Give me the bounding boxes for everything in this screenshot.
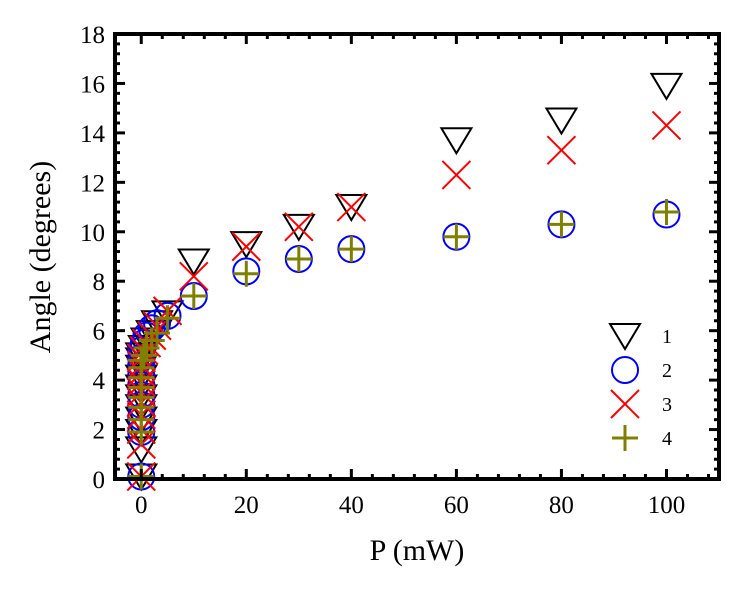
x-tick-label: 80 <box>549 492 574 519</box>
data-point <box>653 199 680 225</box>
plot-frame <box>113 32 721 481</box>
data-point <box>231 231 262 262</box>
data-point <box>282 213 316 242</box>
data-point <box>544 107 579 136</box>
legend-label: 4 <box>662 428 672 450</box>
x-axis-title: P (mW) <box>370 534 465 567</box>
data-point <box>548 211 575 238</box>
plot-marks <box>124 72 684 492</box>
data-point <box>338 236 365 263</box>
x-tick-label: 60 <box>444 492 469 519</box>
series-4 <box>128 199 680 490</box>
x-tick-label: 100 <box>648 492 686 519</box>
legend-label: 2 <box>662 360 672 382</box>
data-point <box>285 245 312 272</box>
data-point <box>179 261 209 291</box>
y-tick-label: 8 <box>93 269 106 296</box>
y-tick-label: 2 <box>93 418 106 445</box>
legend-marker <box>612 425 638 451</box>
y-tick-label: 4 <box>93 368 106 395</box>
y-tick-label: 14 <box>80 121 106 148</box>
data-point <box>546 135 577 165</box>
legend-item: 1 <box>608 323 672 351</box>
legend-marker <box>611 356 639 384</box>
legend-label: 1 <box>662 326 672 348</box>
x-tick-label: 20 <box>234 492 259 519</box>
data-point <box>233 260 260 287</box>
data-point <box>336 192 367 222</box>
data-point <box>154 305 181 332</box>
data-point <box>441 160 472 190</box>
data-point <box>649 72 684 101</box>
y-tick-label: 10 <box>80 220 105 247</box>
data-point <box>443 223 470 250</box>
x-tick-label: 0 <box>135 492 148 519</box>
series-3 <box>126 110 682 492</box>
legend-item: 2 <box>611 356 672 384</box>
data-point <box>651 110 682 141</box>
x-tick-label: 40 <box>339 492 364 519</box>
legend: 1 2 3 4 <box>608 323 672 451</box>
data-point <box>180 283 207 310</box>
legend-item: 3 <box>610 389 672 419</box>
x-tick-labels: 0 20 40 60 80 100 <box>135 492 685 519</box>
y-tick-label: 18 <box>80 22 105 49</box>
data-point <box>128 347 155 374</box>
legend-marker <box>610 389 640 419</box>
y-tick-labels: 0 2 4 6 8 10 12 14 16 18 <box>80 22 106 494</box>
y-axis-title: Angle (degrees) <box>24 161 57 353</box>
data-point <box>177 248 211 277</box>
data-point <box>144 320 171 347</box>
series-1 <box>124 72 684 492</box>
y-tick-label: 16 <box>80 71 105 98</box>
legend-marker <box>608 323 642 351</box>
legend-label: 3 <box>662 394 672 416</box>
data-point <box>150 300 185 329</box>
data-point <box>439 127 474 156</box>
data-point <box>284 212 314 242</box>
y-tick-label: 6 <box>93 319 106 346</box>
y-tick-label: 0 <box>93 467 106 494</box>
data-point <box>229 231 264 260</box>
series-2 <box>127 200 681 491</box>
axis-ticks <box>115 32 719 481</box>
y-tick-label: 12 <box>80 170 105 197</box>
data-point <box>334 194 369 222</box>
legend-item: 4 <box>612 425 672 451</box>
